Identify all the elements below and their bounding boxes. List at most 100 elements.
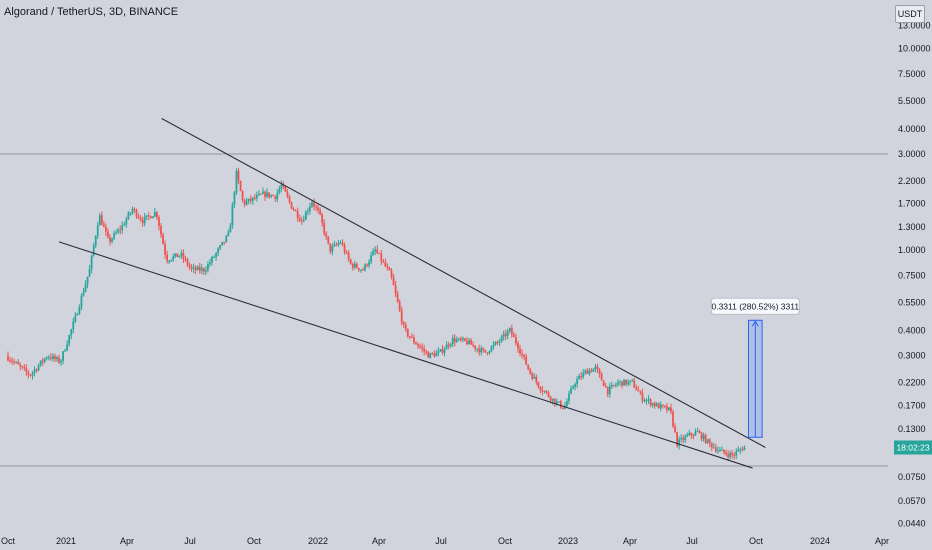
candle-body <box>517 343 519 349</box>
candle-body <box>394 285 397 294</box>
x-axis: Oct 2021 Apr Jul Oct 2022 Apr Jul Oct 2023 Apr Jul O… <box>1 536 889 546</box>
x-tick-label: Apr <box>372 536 386 546</box>
candle-body <box>360 269 362 271</box>
candle-body <box>696 431 699 433</box>
candle-body <box>196 266 199 271</box>
candle-body <box>198 266 201 271</box>
candle-body <box>721 449 723 451</box>
candle-body <box>523 354 525 357</box>
candle-body <box>343 245 346 253</box>
candle-body <box>202 268 205 272</box>
candle-body <box>508 327 511 332</box>
candle-body <box>398 301 401 311</box>
candle-body <box>572 386 574 389</box>
candle-body <box>119 229 122 231</box>
projection-label: 0.3311 (280.52%) 3311 <box>711 301 799 311</box>
candle-body <box>494 341 497 345</box>
candle-body <box>355 263 358 269</box>
candle-body <box>194 267 197 271</box>
candle-body <box>719 449 721 451</box>
candle-body <box>535 376 538 383</box>
candle-body <box>215 253 217 257</box>
candle-body <box>433 353 436 357</box>
arrow-up-icon <box>751 320 759 327</box>
candle-body <box>109 237 111 242</box>
candle-body <box>13 361 16 363</box>
y-tick-label: 0.2200 <box>898 378 926 388</box>
candle-body <box>37 365 40 371</box>
candle-body <box>559 401 562 408</box>
candle-body <box>592 368 595 372</box>
candle-body <box>364 264 366 271</box>
candle-body <box>306 211 309 213</box>
candle-body <box>461 338 464 340</box>
candle-body <box>153 212 156 217</box>
candle-body <box>623 379 625 386</box>
candle-body <box>278 188 281 193</box>
candle-body <box>690 432 693 436</box>
candle-body <box>258 193 260 196</box>
candle-body <box>692 435 695 437</box>
candle-body <box>31 372 34 376</box>
candle-body <box>121 225 124 230</box>
candle-body <box>337 243 340 245</box>
candle-body <box>702 435 705 440</box>
candle-body <box>164 244 166 255</box>
candle-body <box>294 210 297 212</box>
x-tick-label: 2023 <box>558 536 578 546</box>
candle-body <box>413 337 415 343</box>
candle-body <box>435 352 438 357</box>
candle-body <box>251 197 254 201</box>
candle-body <box>156 212 158 218</box>
candle-body <box>484 349 487 353</box>
candle-body <box>645 400 648 402</box>
y-tick-label: 10.0000 <box>898 44 931 54</box>
candle-body <box>268 192 271 197</box>
candle-body <box>345 252 348 254</box>
candle-body <box>539 387 542 391</box>
candle-body <box>172 256 175 260</box>
candle-body <box>529 369 532 374</box>
candle-body <box>586 370 589 375</box>
candle-body <box>429 353 432 358</box>
candle-body <box>78 307 81 314</box>
candle-body <box>178 255 181 257</box>
candle-body <box>417 344 419 347</box>
last-price-countdown: 18:02:23 <box>896 443 929 453</box>
candle-body <box>233 192 236 205</box>
x-tick-label: Oct <box>749 536 764 546</box>
candle-body <box>574 384 576 387</box>
upper-trendline[interactable] <box>161 118 766 448</box>
candle-body <box>427 352 430 358</box>
candle-body <box>727 454 729 457</box>
candle-body <box>219 245 222 249</box>
candle-body <box>739 449 742 451</box>
candle-body <box>665 406 668 411</box>
candle-body <box>25 368 28 372</box>
candle-body <box>733 454 736 456</box>
candle-body <box>415 342 417 345</box>
candle-body <box>537 382 540 388</box>
candle-body <box>237 170 240 181</box>
candle-body <box>551 398 554 401</box>
candle-body <box>519 348 521 354</box>
candle-body <box>408 336 411 338</box>
candle-body <box>243 200 246 205</box>
currency-button[interactable]: USDT <box>895 5 925 23</box>
candle-body <box>9 360 11 362</box>
candle-body <box>680 438 683 440</box>
candle-body <box>527 364 530 370</box>
candle-body <box>553 398 556 404</box>
lower-trendline[interactable] <box>58 241 753 469</box>
candle-body <box>135 209 138 217</box>
candle-body <box>694 431 697 436</box>
candle-body <box>60 360 62 363</box>
candle-body <box>521 353 523 355</box>
candle-body <box>288 196 291 202</box>
candle-body <box>457 338 460 340</box>
candle-body <box>531 373 534 379</box>
candle-body <box>280 184 283 189</box>
candle-body <box>84 284 87 292</box>
candle-body <box>712 447 715 449</box>
